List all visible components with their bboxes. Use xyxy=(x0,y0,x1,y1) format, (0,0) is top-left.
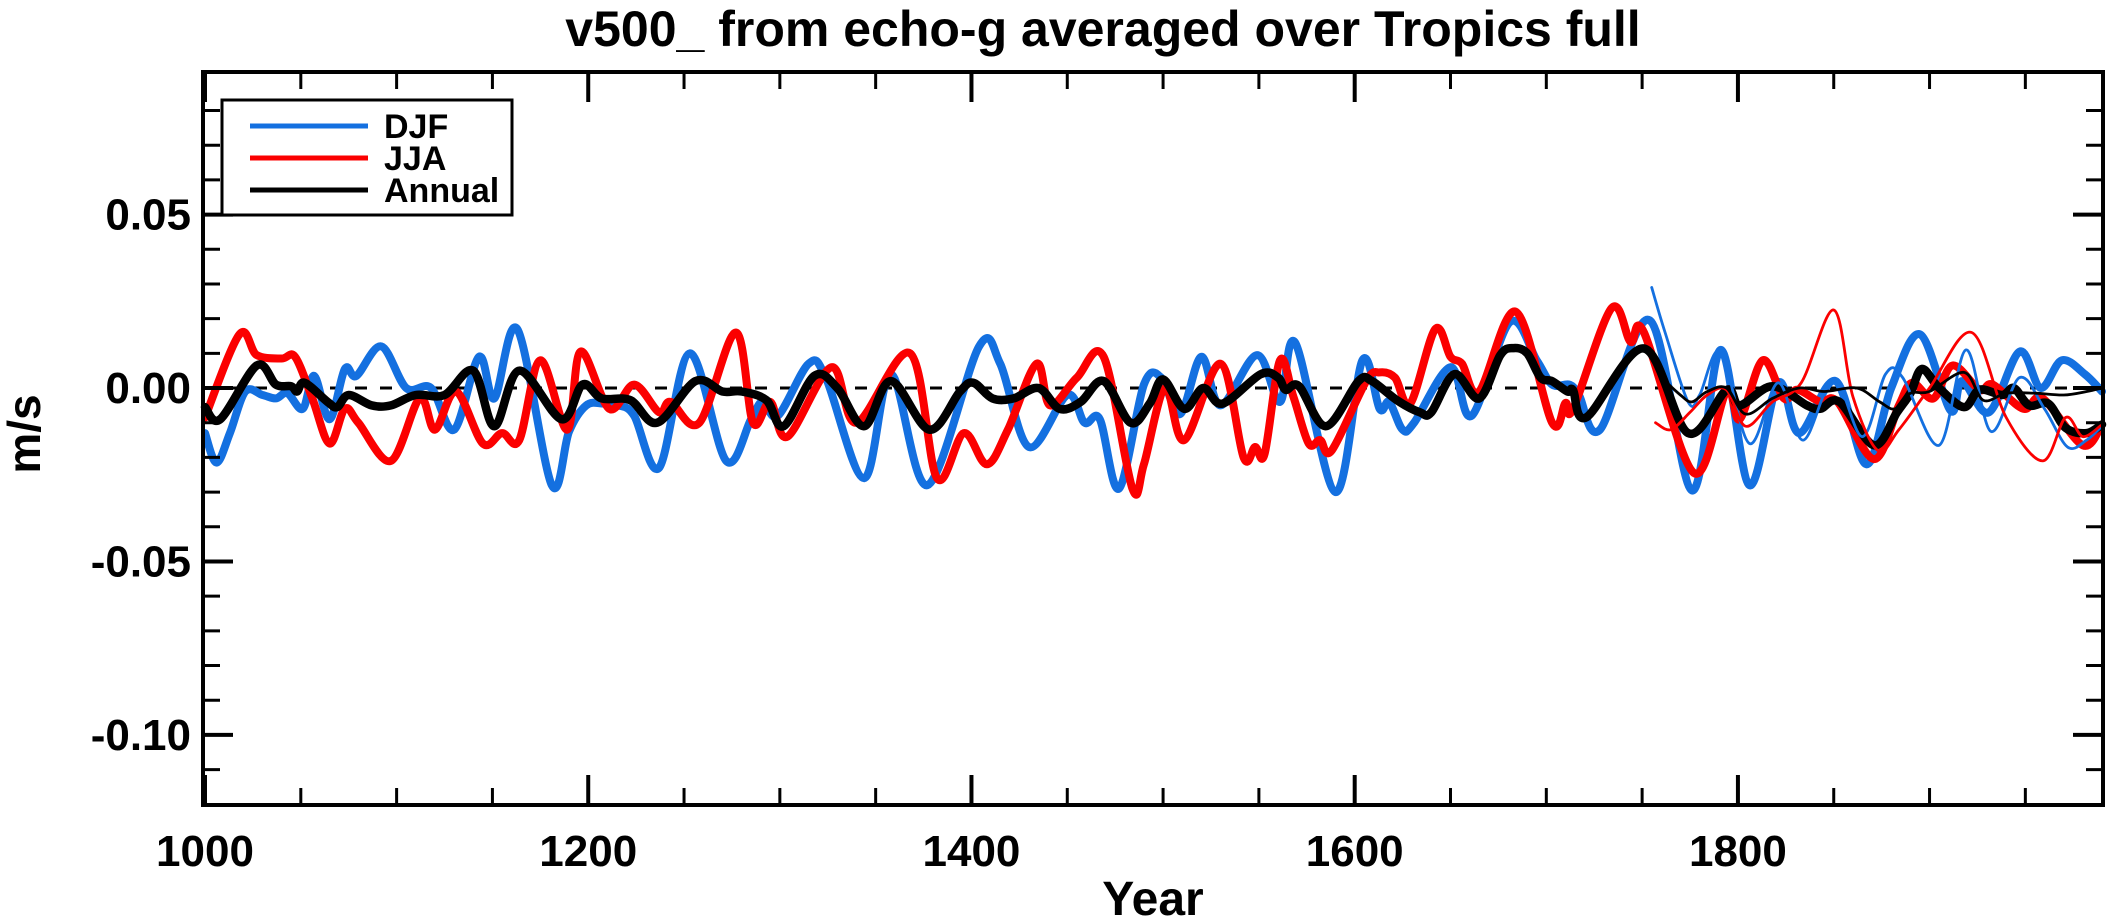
x-tick-label: 1600 xyxy=(1306,827,1404,876)
y-tick-label: 0.00 xyxy=(105,364,191,413)
series-jja-thin xyxy=(1654,308,2104,463)
x-tick-label: 1000 xyxy=(156,827,254,876)
x-tick-label: 1800 xyxy=(1689,827,1787,876)
y-tick-label: -0.10 xyxy=(91,711,191,760)
chart-title: v500_ from echo-g averaged over Tropics … xyxy=(565,1,1641,57)
series-annual-thin xyxy=(1663,370,2104,416)
y-tick-label: 0.05 xyxy=(105,191,191,240)
series-jja xyxy=(201,302,2106,499)
legend-label-djf: DJF xyxy=(384,108,448,146)
series-annual xyxy=(200,343,2107,450)
plot-frame xyxy=(201,70,2105,807)
y-axis-label: m/s xyxy=(0,394,50,474)
legend-label-annual: Annual xyxy=(384,172,499,210)
x-tick-label: 1200 xyxy=(539,827,637,876)
legend-label-jja: JJA xyxy=(384,140,446,178)
x-axis-label: Year xyxy=(1102,873,1204,923)
y-tick-label: -0.05 xyxy=(91,537,191,586)
series-djf-thin xyxy=(1650,286,2104,450)
x-tick-label: 1400 xyxy=(923,827,1021,876)
